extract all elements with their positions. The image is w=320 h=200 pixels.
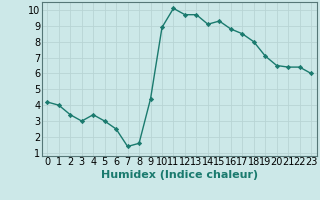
X-axis label: Humidex (Indice chaleur): Humidex (Indice chaleur) xyxy=(100,170,258,180)
